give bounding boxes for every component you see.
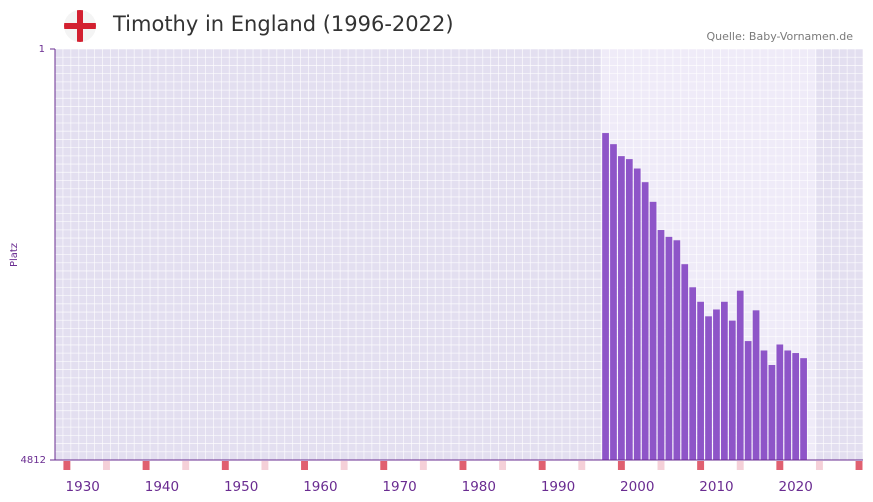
year-marker-1958 [301, 461, 308, 470]
bar-2014 [744, 341, 752, 460]
year-marker-1933 [103, 461, 110, 470]
grid-lines [54, 48, 864, 460]
year-marker-2008 [697, 461, 705, 470]
year-marker-1978 [459, 461, 467, 470]
year-marker-1928 [63, 461, 71, 470]
bar-1998 [618, 156, 625, 461]
year-marker-2028 [855, 461, 863, 470]
source-credit: Quelle: Baby-Vornamen.de [706, 30, 853, 43]
bar-2012 [728, 320, 736, 460]
x-tick-label-1960: 1960 [303, 479, 337, 495]
year-marker-1998 [617, 461, 625, 470]
bar-2004 [665, 236, 673, 460]
year-marker-1968 [380, 461, 388, 470]
bar-2011 [721, 301, 728, 460]
bar-2006 [681, 264, 689, 460]
year-marker-2023 [815, 461, 823, 470]
x-tick-label-2010: 2010 [699, 479, 733, 495]
year-marker-2013 [736, 461, 744, 470]
x-tick-label-2020: 2020 [778, 479, 812, 495]
year-marker-2003 [657, 461, 665, 470]
x-tick-label-2000: 2000 [620, 479, 654, 495]
chart-title: Timothy in England (1996-2022) [113, 12, 454, 36]
bar-2013 [736, 290, 744, 460]
bar-1997 [610, 144, 617, 460]
year-marker-1993 [578, 461, 586, 470]
bar-2017 [768, 365, 776, 460]
bar-2010 [713, 309, 720, 460]
bar-1996 [602, 133, 609, 460]
england-flag-icon [64, 10, 96, 42]
x-tick-label-1950: 1950 [224, 479, 258, 495]
bar-2003 [657, 230, 665, 460]
year-marker-1943 [182, 461, 190, 470]
year-marker-2018 [776, 461, 784, 470]
y-tick-label-bottom: 4812 [21, 455, 46, 466]
bar-2000 [633, 168, 641, 460]
year-marker-1988 [538, 461, 546, 470]
year-marker-1938 [142, 461, 150, 470]
year-marker-1953 [261, 461, 269, 470]
x-tick-label-1980: 1980 [462, 479, 496, 495]
bar-2021 [800, 358, 807, 460]
year-marker-1983 [499, 461, 507, 470]
bar-2002 [649, 201, 657, 460]
bar-2018 [776, 344, 784, 460]
bar-2007 [689, 287, 697, 460]
bar-2020 [792, 353, 800, 460]
bar-2016 [760, 350, 768, 460]
bar-2019 [784, 350, 792, 460]
y-axis-label: Platz [9, 243, 20, 267]
year-marker-1948 [221, 461, 229, 470]
x-tick-label-1930: 1930 [66, 479, 100, 495]
x-tick-label-1990: 1990 [541, 479, 575, 495]
bar-2001 [641, 182, 649, 461]
bar-2009 [705, 316, 712, 460]
y-tick-label-top: 1 [39, 44, 45, 55]
x-tick-label-1970: 1970 [382, 479, 416, 495]
bar-2005 [673, 240, 681, 460]
bar-2008 [697, 301, 704, 460]
bar-1999 [625, 159, 633, 460]
year-marker-1963 [340, 461, 348, 470]
bar-2015 [752, 310, 760, 460]
x-tick-label-1940: 1940 [145, 479, 179, 495]
year-marker-1973 [419, 461, 427, 470]
